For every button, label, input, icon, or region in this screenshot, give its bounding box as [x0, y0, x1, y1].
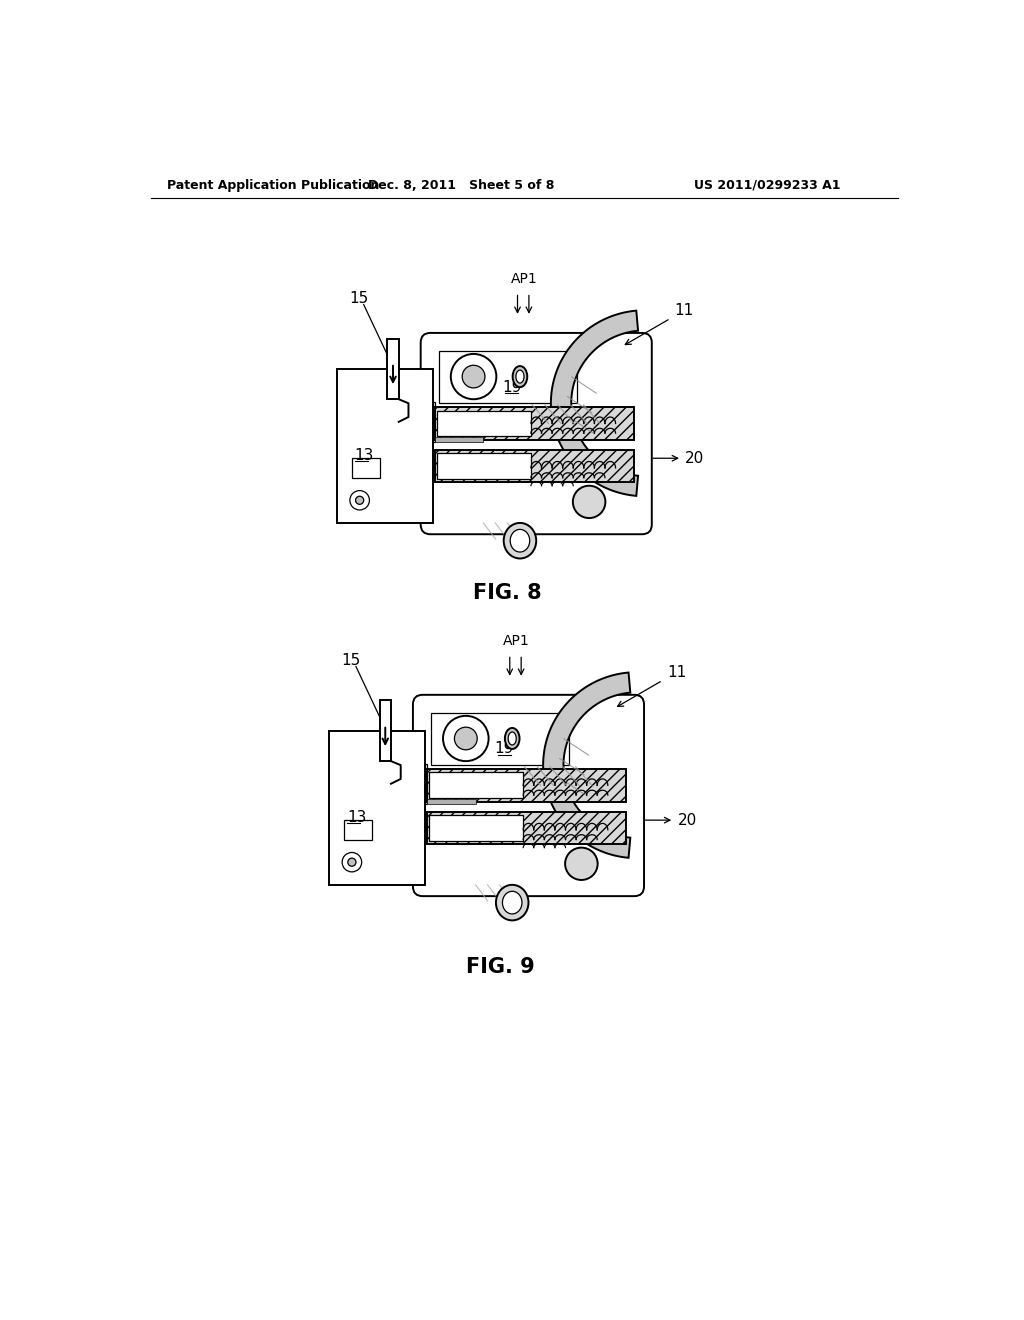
- Text: 19: 19: [502, 380, 521, 395]
- Ellipse shape: [513, 366, 527, 387]
- Ellipse shape: [510, 529, 529, 552]
- Circle shape: [355, 496, 364, 504]
- Ellipse shape: [508, 733, 516, 744]
- Circle shape: [455, 727, 477, 750]
- Bar: [438, 351, 577, 404]
- Text: US 2011/0299233 A1: US 2011/0299233 A1: [694, 178, 841, 191]
- Bar: [429, 816, 523, 841]
- Circle shape: [443, 715, 488, 762]
- FancyBboxPatch shape: [413, 694, 644, 896]
- Bar: [427, 799, 475, 804]
- Text: 11: 11: [675, 302, 694, 318]
- Text: AP1: AP1: [511, 272, 538, 286]
- Ellipse shape: [503, 891, 522, 913]
- Bar: [351, 458, 380, 478]
- Bar: [434, 450, 634, 483]
- Text: FIG. 9: FIG. 9: [466, 957, 535, 977]
- Polygon shape: [543, 672, 631, 858]
- Circle shape: [565, 847, 598, 880]
- Bar: [344, 820, 373, 841]
- Bar: [380, 701, 391, 762]
- Text: 13: 13: [347, 810, 367, 825]
- Polygon shape: [551, 310, 638, 496]
- Ellipse shape: [505, 727, 519, 748]
- Text: Dec. 8, 2011   Sheet 5 of 8: Dec. 8, 2011 Sheet 5 of 8: [368, 178, 554, 191]
- FancyBboxPatch shape: [421, 333, 652, 535]
- Circle shape: [462, 366, 485, 388]
- Bar: [437, 453, 530, 479]
- Ellipse shape: [496, 884, 528, 920]
- Bar: [427, 812, 626, 845]
- Ellipse shape: [516, 370, 524, 383]
- Text: 15: 15: [341, 652, 360, 668]
- Circle shape: [342, 853, 361, 873]
- Text: AP1: AP1: [503, 634, 529, 648]
- Text: 13: 13: [354, 449, 374, 463]
- Text: 20: 20: [678, 813, 696, 828]
- Circle shape: [572, 486, 605, 517]
- Text: 19: 19: [495, 742, 514, 756]
- Text: 15: 15: [349, 290, 369, 306]
- Circle shape: [350, 491, 370, 510]
- Bar: [427, 770, 626, 801]
- Bar: [433, 401, 434, 442]
- Text: 11: 11: [667, 665, 686, 680]
- Bar: [429, 772, 523, 799]
- Bar: [425, 763, 427, 804]
- Ellipse shape: [504, 523, 537, 558]
- Circle shape: [348, 858, 356, 866]
- Text: Patent Application Publication: Patent Application Publication: [167, 178, 379, 191]
- Circle shape: [451, 354, 497, 399]
- Bar: [431, 713, 569, 766]
- Text: FIG. 8: FIG. 8: [473, 583, 542, 603]
- Bar: [434, 437, 483, 442]
- Bar: [337, 370, 433, 523]
- Bar: [329, 731, 425, 884]
- Bar: [434, 408, 634, 440]
- Bar: [437, 411, 530, 437]
- Bar: [387, 339, 398, 399]
- Text: 20: 20: [685, 450, 705, 466]
